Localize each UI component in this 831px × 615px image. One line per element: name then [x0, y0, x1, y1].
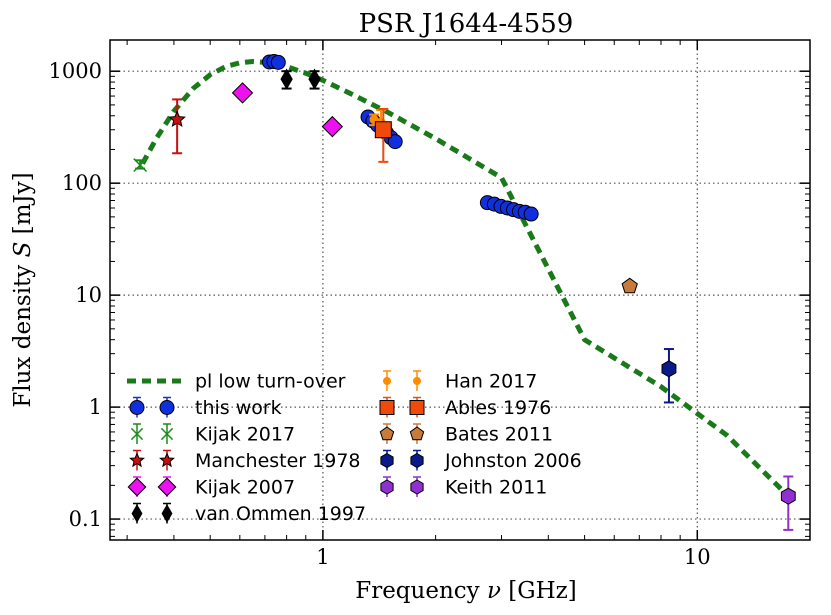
legend-marker-stroke — [160, 427, 174, 441]
legend-marker — [159, 452, 175, 468]
x-axis-label: Frequency ν [GHz] — [355, 578, 577, 604]
fit-layer — [140, 58, 791, 498]
legend-item: Keith 2011 — [380, 476, 547, 499]
y-tick-label: 1 — [89, 395, 102, 419]
legend-item: Ables 1976 — [379, 396, 551, 419]
legend-marker — [157, 477, 177, 497]
y-tick-label: 0.1 — [69, 507, 102, 531]
legend: pl low turn-over this work Kijak 2017 Manch… — [127, 370, 582, 525]
legend-item: Bates 2011 — [379, 423, 553, 446]
point-this-work — [270, 54, 286, 70]
legend-label: Kijak 2017 — [195, 424, 295, 446]
legend-marker — [410, 479, 424, 495]
legend-item: Kijak 2007 — [127, 476, 295, 499]
legend-label: Ables 1976 — [445, 397, 551, 419]
legend-label: van Ommen 1997 — [195, 503, 366, 525]
point-ables-1976 — [374, 121, 392, 139]
plot-frame — [109, 39, 811, 541]
fit-curve — [140, 58, 791, 498]
point-kijak-2007 — [231, 82, 254, 104]
x-tick-label: 10 — [684, 545, 711, 569]
legend-label: Johnston 2006 — [444, 450, 582, 472]
legend-label: Han 2017 — [445, 371, 537, 393]
point-van-ommen-1997 — [280, 68, 293, 90]
legend-marker — [161, 504, 173, 523]
y-axis-label-symbol: S — [10, 242, 36, 258]
legend-marker — [131, 504, 143, 523]
legend-marker — [130, 427, 144, 441]
legend-label: this work — [195, 397, 282, 419]
legend-marker — [160, 427, 174, 441]
legend-item: Johnston 2006 — [380, 449, 582, 472]
point-kijak-2017 — [133, 158, 148, 173]
legend-marker — [129, 452, 145, 468]
legend-marker — [380, 479, 394, 495]
legend-marker-stroke — [130, 427, 144, 441]
legend-marker — [127, 477, 147, 497]
x-axis-label-symbol: ν — [487, 578, 501, 604]
y-axis-label: Flux density S [mJy] — [10, 172, 36, 407]
point-manchester-1978 — [168, 110, 186, 128]
point-manchester-1978-errorbar — [172, 98, 183, 155]
legend-label: pl low turn-over — [195, 371, 346, 393]
legend-item: van Ommen 1997 — [131, 502, 366, 525]
legend-marker — [413, 377, 421, 385]
data-layer — [133, 54, 796, 531]
legend-marker — [129, 400, 145, 415]
x-tick-label: 1 — [316, 545, 329, 569]
y-axis-label-prefix: Flux density — [10, 257, 36, 407]
chart-title: PSR J1644-4559 — [359, 9, 574, 39]
legend-item: Han 2017 — [383, 370, 537, 393]
point-kijak-2007 — [321, 115, 344, 138]
legend-label: Kijak 2007 — [195, 477, 295, 499]
legend-marker — [379, 426, 395, 441]
y-axis-label-suffix: [mJy] — [10, 172, 36, 241]
point-kijak-2017-stroke — [133, 158, 148, 173]
legend-label: Manchester 1978 — [195, 450, 361, 472]
x-axis-label-prefix: Frequency — [355, 578, 487, 604]
point-keith-2011 — [780, 487, 796, 505]
x-axis-label-suffix: [GHz] — [501, 578, 577, 604]
y-tick-label: 10 — [75, 283, 102, 307]
point-bates-2011 — [621, 277, 638, 294]
point-van-ommen-1997 — [308, 68, 321, 90]
point-this-work — [523, 206, 539, 222]
legend-marker — [159, 400, 175, 415]
legend-item: Manchester 1978 — [129, 449, 361, 472]
point-johnston-2006 — [661, 360, 677, 378]
y-tick-label: 1000 — [49, 59, 102, 83]
legend-marker — [380, 452, 394, 469]
y-tick-label: 100 — [62, 171, 102, 195]
legend-item: pl low turn-over — [127, 371, 346, 393]
legend-marker — [383, 377, 391, 385]
legend-item: this work — [129, 396, 282, 419]
legend-marker — [410, 452, 424, 469]
legend-label: Bates 2011 — [445, 424, 553, 446]
legend-marker — [409, 426, 425, 441]
legend-label: Keith 2011 — [445, 477, 547, 499]
legend-item: Kijak 2017 — [130, 423, 295, 446]
ticks: 1 10 0.1 1 10 100 1000 — [49, 40, 810, 569]
legend-marker — [379, 400, 395, 415]
legend-marker — [409, 400, 425, 415]
